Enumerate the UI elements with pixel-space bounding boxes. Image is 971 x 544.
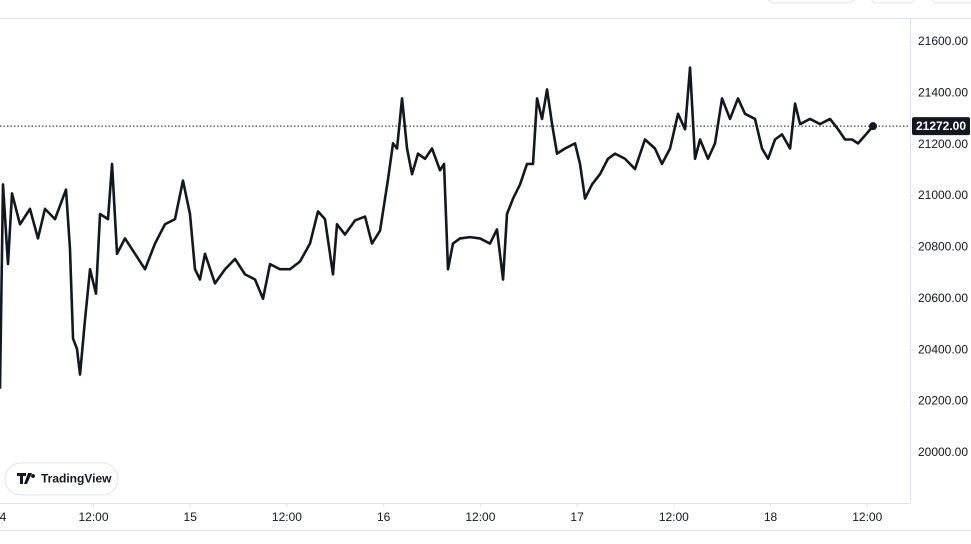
x-tick-label: 15 — [184, 510, 198, 524]
watermark[interactable]: TradingView — [4, 462, 119, 496]
y-tick-label: 20400.00 — [918, 342, 968, 356]
x-tick-label: 12:00 — [78, 510, 108, 524]
toolbar-button[interactable] — [931, 0, 971, 4]
y-tick-label: 21400.00 — [918, 85, 968, 99]
toolbar-button[interactable] — [871, 0, 915, 4]
price-line — [0, 66, 874, 389]
last-price-label: 21272.00 — [916, 119, 966, 133]
x-tick-label: 12:00 — [659, 510, 689, 524]
y-tick-label: 20800.00 — [918, 240, 968, 254]
y-tick-label: 20600.00 — [918, 291, 968, 305]
x-tick-label: 16 — [377, 510, 391, 524]
y-tick-label: 20200.00 — [918, 394, 968, 408]
last-point — [869, 122, 878, 131]
y-tick-label: 21000.00 — [918, 188, 968, 202]
toolbar-button[interactable] — [768, 0, 854, 4]
x-tick-label: 12:00 — [465, 510, 495, 524]
last-price-badge — [912, 117, 970, 136]
x-tick-label: 17 — [570, 510, 584, 524]
logo — [17, 473, 36, 484]
y-tick-label: 21200.00 — [918, 137, 968, 151]
y-tick-label: 21600.00 — [918, 34, 968, 48]
y-tick-label: 20000.00 — [918, 445, 968, 459]
x-tick-label: 18 — [764, 510, 778, 524]
watermark-badge[interactable] — [4, 462, 119, 496]
x-tick-label: 12:00 — [272, 510, 302, 524]
x-tick-label: 12:00 — [852, 510, 882, 524]
x-tick-label: 4 — [0, 510, 7, 524]
brand: TradingView — [41, 472, 112, 486]
